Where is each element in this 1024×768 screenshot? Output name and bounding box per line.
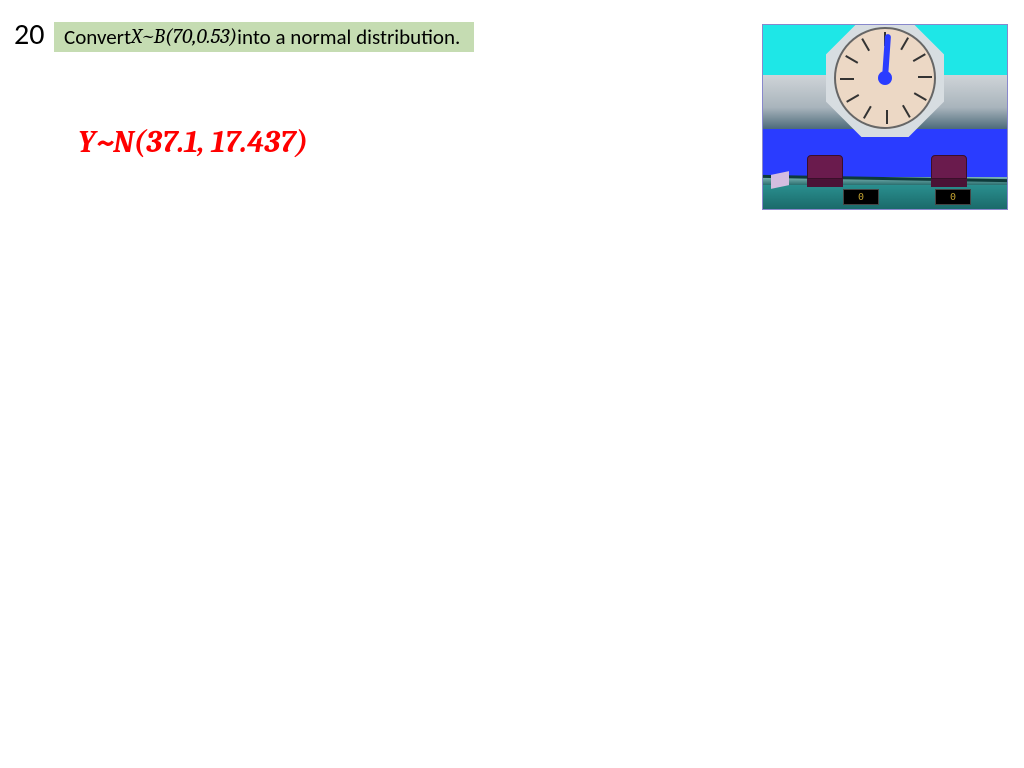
clock-tick — [900, 37, 909, 50]
clock-tick — [863, 106, 872, 119]
answer-tilde: ~ — [95, 124, 113, 160]
countdown-clock — [826, 24, 944, 137]
answer-expression: Y~N(37.1, 17.437) — [78, 124, 308, 160]
clock-tick — [913, 53, 926, 62]
score-left: 0 — [843, 189, 879, 205]
answer-var: Y — [78, 124, 95, 160]
question-prefix: Convert — [64, 24, 131, 50]
question-dist: B — [154, 25, 165, 49]
gameshow-widget: 0 0 — [762, 24, 1008, 210]
answer-dist: N — [113, 124, 134, 160]
question-number: 20 — [14, 16, 44, 53]
clock-tick — [914, 92, 927, 101]
clock-tick — [846, 94, 859, 103]
clock-tick — [902, 105, 911, 118]
clock-tick — [840, 78, 854, 80]
clock-tick — [861, 38, 870, 51]
question-bar: Convert X ~ B (70,0.53) into a normal di… — [54, 22, 474, 52]
score-right: 0 — [935, 189, 971, 205]
clock-tick — [918, 76, 932, 78]
question-tilde: ~ — [143, 25, 154, 49]
clock-tick — [845, 55, 858, 64]
chair-left — [807, 155, 843, 187]
clock-hub — [878, 71, 892, 85]
answer-args: (37.1, 17.437) — [134, 124, 308, 160]
clock-tick — [886, 110, 888, 124]
clock-face — [834, 27, 936, 129]
chair-right — [931, 155, 967, 187]
question-var: X — [131, 25, 142, 49]
question-args: (70,0.53) — [165, 25, 237, 49]
question-suffix: into a normal distribution. — [237, 24, 460, 50]
